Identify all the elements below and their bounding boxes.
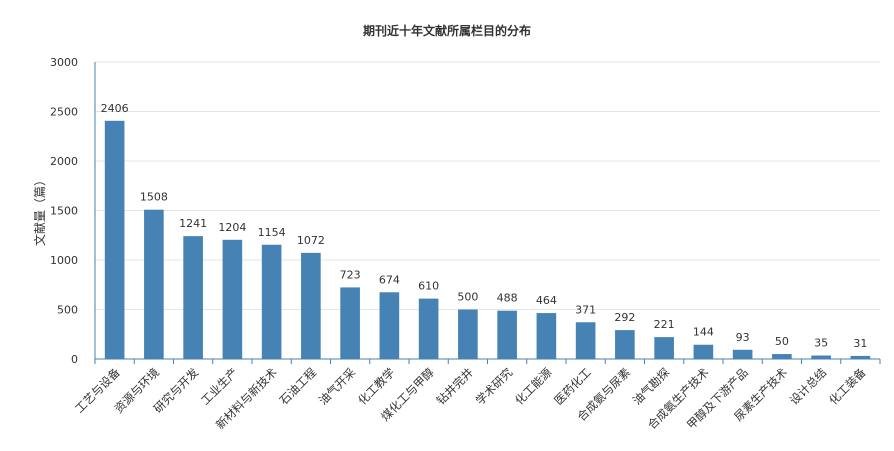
y-tick-label: 0 xyxy=(71,353,78,366)
data-label: 93 xyxy=(736,331,750,344)
bar[interactable] xyxy=(693,344,714,359)
data-label: 50 xyxy=(775,335,789,348)
bar[interactable] xyxy=(772,354,792,359)
data-label: 500 xyxy=(457,291,478,304)
data-label: 292 xyxy=(614,311,635,324)
data-label: 221 xyxy=(654,318,675,331)
bar[interactable] xyxy=(379,292,400,359)
data-label: 31 xyxy=(853,337,867,350)
bar[interactable] xyxy=(497,310,517,359)
bar[interactable] xyxy=(340,287,360,359)
bar[interactable] xyxy=(261,244,282,359)
bar[interactable] xyxy=(458,309,478,360)
bar[interactable] xyxy=(575,322,596,359)
x-tick-label: 设计总结 xyxy=(787,365,829,407)
bar[interactable] xyxy=(615,330,635,359)
y-tick-label: 2500 xyxy=(50,106,78,119)
y-axis-label: 文献量（篇） xyxy=(32,174,47,246)
bar[interactable] xyxy=(536,313,557,359)
data-label: 371 xyxy=(575,303,596,316)
data-label: 1072 xyxy=(297,234,325,247)
bar[interactable] xyxy=(301,252,321,359)
axes xyxy=(94,62,881,364)
x-tick-labels: 工艺与设备资源与环境研究与开发工业生产新材料与新技术石油工程油气开采化工教学煤化… xyxy=(72,365,869,432)
y-tick-label: 2000 xyxy=(50,155,78,168)
grid-lines xyxy=(95,61,880,310)
x-tick-label: 油气开采 xyxy=(316,365,359,408)
data-label: 144 xyxy=(693,326,714,339)
data-label: 2406 xyxy=(101,102,129,115)
x-tick-label: 学术研究 xyxy=(473,365,516,408)
x-tick-label: 化工装备 xyxy=(826,365,869,408)
data-label: 1241 xyxy=(179,217,207,230)
x-tick-label: 化工能源 xyxy=(512,365,555,408)
bar[interactable] xyxy=(222,239,243,359)
y-tick-label: 1500 xyxy=(50,205,78,218)
bar[interactable] xyxy=(104,120,125,359)
bar[interactable] xyxy=(144,209,164,359)
bars xyxy=(104,120,871,360)
data-label: 610 xyxy=(418,280,439,293)
bar[interactable] xyxy=(732,349,753,359)
y-tick-labels: 0 500 1000 1500 2000 2500 3000 xyxy=(50,56,78,366)
data-label: 1204 xyxy=(218,221,246,234)
y-tick-label: 500 xyxy=(57,304,78,317)
bar[interactable] xyxy=(418,298,439,359)
x-tick-label: 石油工程 xyxy=(277,365,320,408)
data-label: 35 xyxy=(814,337,828,350)
y-tick-label: 3000 xyxy=(50,56,78,69)
y-tick-label: 1000 xyxy=(50,254,78,267)
data-label: 674 xyxy=(379,273,400,286)
data-label: 464 xyxy=(536,294,557,307)
bar[interactable] xyxy=(811,355,831,359)
bar[interactable] xyxy=(654,337,674,359)
data-label: 1154 xyxy=(258,226,286,239)
x-tick-label: 钻井完井 xyxy=(434,365,476,407)
data-label: 1508 xyxy=(140,191,168,204)
bar[interactable] xyxy=(850,355,871,359)
chart-title: 期刊近十年文献所属栏目的分布 xyxy=(362,24,531,38)
data-labels: 2406 1508 1241 1204 1154 1072 723 674 610 500 488 4… xyxy=(101,102,868,350)
data-label: 488 xyxy=(497,292,518,305)
bar[interactable] xyxy=(183,236,203,359)
data-label: 723 xyxy=(340,268,361,281)
